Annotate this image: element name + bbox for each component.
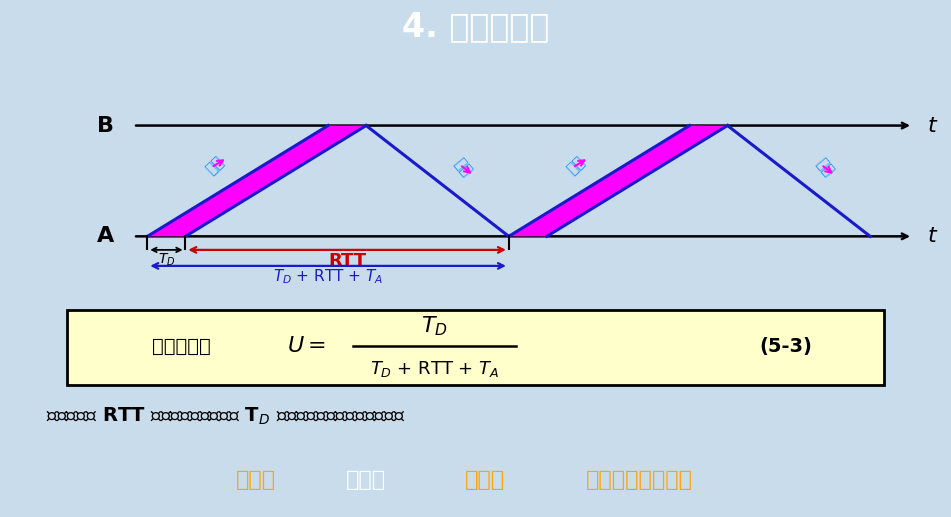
Text: 优点：: 优点： bbox=[237, 469, 277, 490]
Text: 分组: 分组 bbox=[565, 154, 588, 177]
Text: 分组: 分组 bbox=[204, 154, 226, 177]
Text: $T_D$: $T_D$ bbox=[421, 315, 448, 339]
Text: 确认: 确认 bbox=[452, 155, 475, 179]
Text: 当往返时间 RTT 远大于分组发送时间 T$_D$ 时，信道的利用率会非常低。: 当往返时间 RTT 远大于分组发送时间 T$_D$ 时，信道的利用率会非常低。 bbox=[47, 405, 406, 427]
Text: 简单。: 简单。 bbox=[346, 469, 386, 490]
Text: 信道利用率太低。: 信道利用率太低。 bbox=[587, 469, 693, 490]
Polygon shape bbox=[147, 126, 366, 236]
Text: 4. 信道利用率: 4. 信道利用率 bbox=[402, 11, 549, 43]
Text: $t$: $t$ bbox=[927, 116, 939, 135]
Text: $T_D$ + RTT + $T_A$: $T_D$ + RTT + $T_A$ bbox=[273, 268, 383, 286]
Text: $T_D$: $T_D$ bbox=[158, 252, 175, 268]
Text: RTT: RTT bbox=[328, 252, 366, 270]
Text: 信道利用率: 信道利用率 bbox=[152, 337, 210, 356]
Text: B: B bbox=[97, 116, 114, 135]
Text: $T_D$ + RTT + $T_A$: $T_D$ + RTT + $T_A$ bbox=[370, 359, 499, 378]
Text: 缺点：: 缺点： bbox=[465, 469, 505, 490]
Text: $t$: $t$ bbox=[927, 226, 939, 246]
Text: $U=$: $U=$ bbox=[287, 336, 326, 356]
Text: A: A bbox=[97, 226, 114, 246]
Polygon shape bbox=[509, 126, 728, 236]
Text: (5-3): (5-3) bbox=[760, 337, 813, 356]
FancyBboxPatch shape bbox=[67, 310, 884, 385]
Text: 确认: 确认 bbox=[813, 155, 836, 179]
